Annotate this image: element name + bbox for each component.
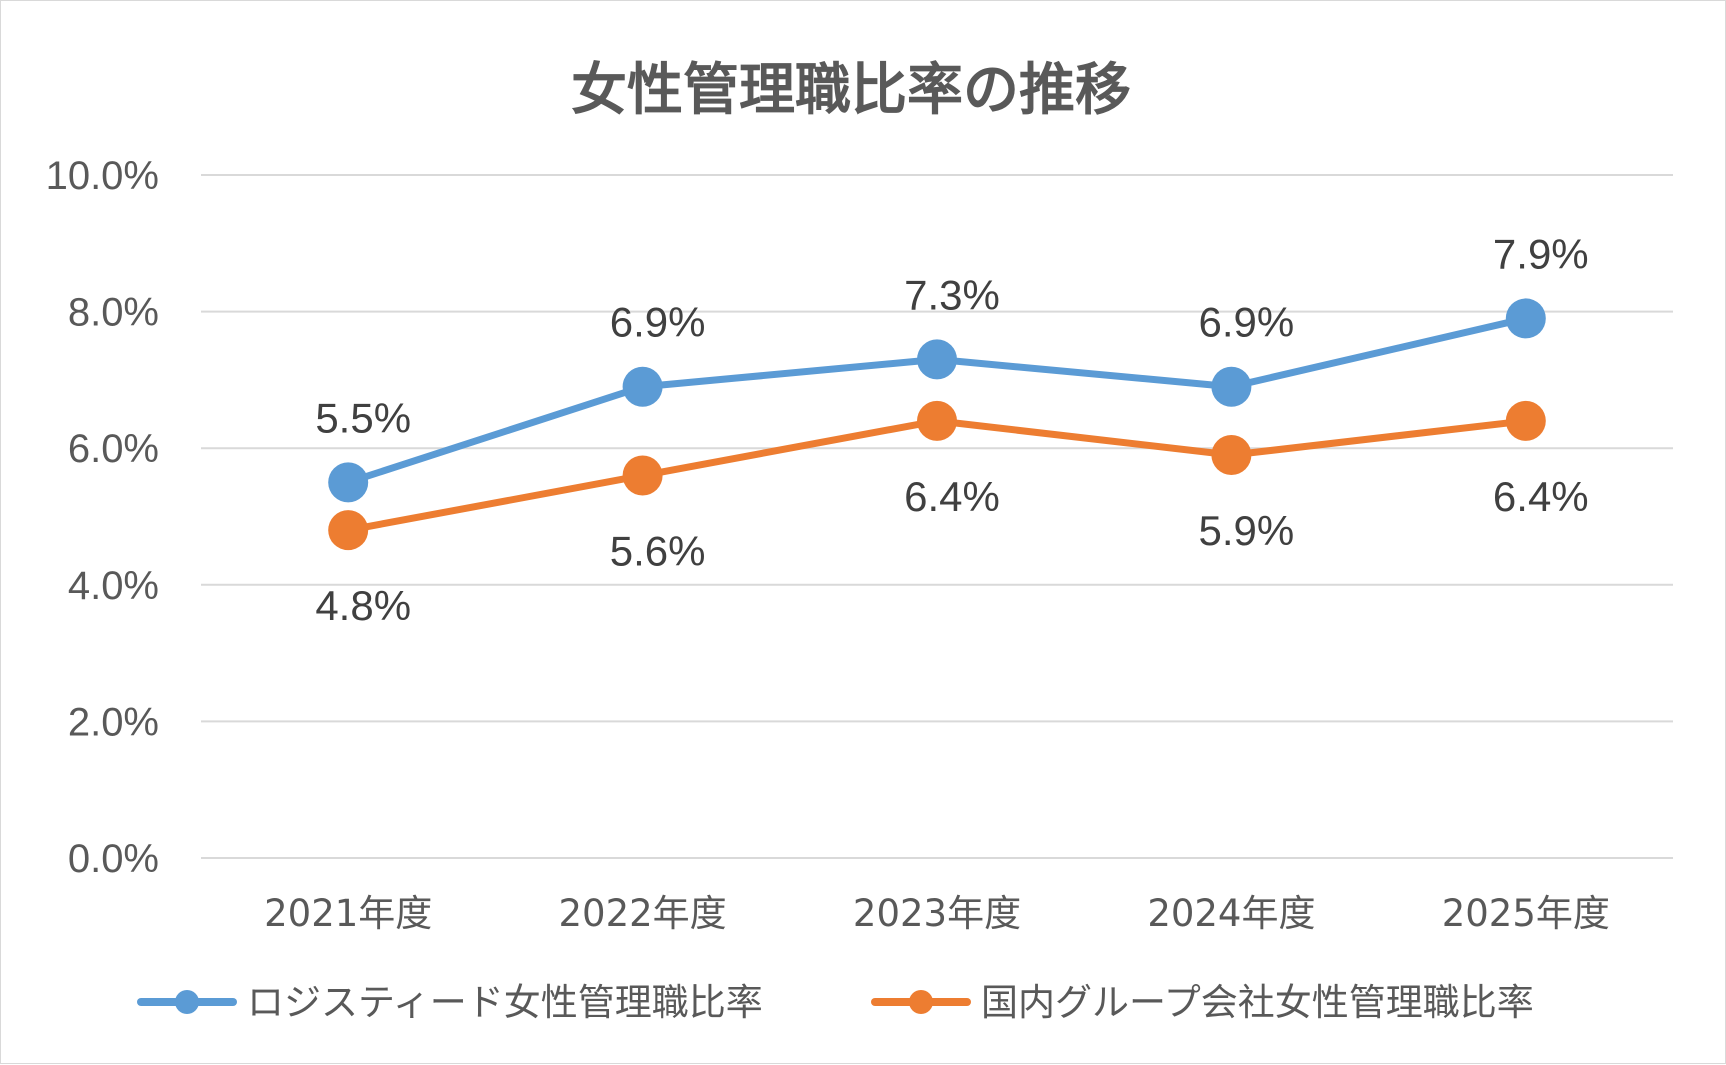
chart-title: 女性管理職比率の推移: [571, 58, 1131, 123]
data-point: [622, 455, 663, 496]
data-point: [1211, 435, 1252, 476]
x-tick-label: 2024年度: [1147, 892, 1315, 935]
data-label: 5.6%: [610, 528, 706, 575]
data-point: [328, 462, 369, 503]
legend-label: ロジスティード女性管理職比率: [247, 981, 763, 1024]
data-point: [1505, 298, 1546, 339]
data-labels: 5.5% 6.9% 7.3% 6.9% 7.9% 4.8% 5.6% 6.4% 5.9% 6.4%: [315, 230, 1588, 629]
data-point: [328, 510, 369, 551]
data-point: [917, 339, 957, 380]
data-point: [622, 366, 663, 407]
y-tick-label: 4.0%: [68, 564, 159, 608]
legend-swatch-marker: [175, 990, 199, 1014]
data-label: 6.4%: [904, 473, 1000, 520]
legend-swatch-marker: [909, 990, 933, 1014]
data-point: [917, 400, 957, 441]
data-point: [1505, 400, 1546, 441]
y-tick-label: 0.0%: [68, 837, 159, 881]
data-label: 4.8%: [315, 582, 411, 629]
legend-label: 国内グループ会社女性管理職比率: [981, 981, 1534, 1024]
data-label: 5.9%: [1199, 507, 1295, 554]
legend: ロジスティード女性管理職比率 国内グループ会社女性管理職比率: [137, 981, 1534, 1024]
x-tick-label: 2023年度: [853, 892, 1021, 935]
data-label: 6.9%: [1199, 299, 1295, 346]
x-tick-label: 2021年度: [264, 892, 432, 935]
data-label: 6.9%: [610, 299, 706, 346]
series-layer: [328, 298, 1546, 551]
x-tick-label: 2022年度: [559, 892, 727, 935]
y-tick-label: 10.0%: [46, 154, 159, 198]
data-point: [1211, 366, 1252, 407]
y-tick-label: 2.0%: [68, 700, 159, 744]
y-axis-ticks: 0.0% 2.0% 4.0% 6.0% 8.0% 10.0%: [46, 154, 159, 881]
y-tick-label: 8.0%: [68, 291, 159, 335]
x-tick-label: 2025年度: [1442, 892, 1610, 935]
x-axis-ticks: 2021年度 2022年度 2023年度 2024年度 2025年度: [264, 892, 1610, 935]
data-label: 7.9%: [1493, 230, 1589, 277]
data-label: 6.4%: [1493, 473, 1589, 520]
data-label: 5.5%: [315, 394, 411, 441]
data-label: 7.3%: [904, 271, 1000, 318]
y-tick-label: 6.0%: [68, 427, 159, 471]
